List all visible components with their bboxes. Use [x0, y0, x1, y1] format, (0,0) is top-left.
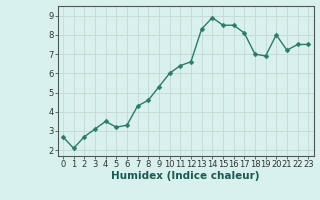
X-axis label: Humidex (Indice chaleur): Humidex (Indice chaleur) [111, 171, 260, 181]
